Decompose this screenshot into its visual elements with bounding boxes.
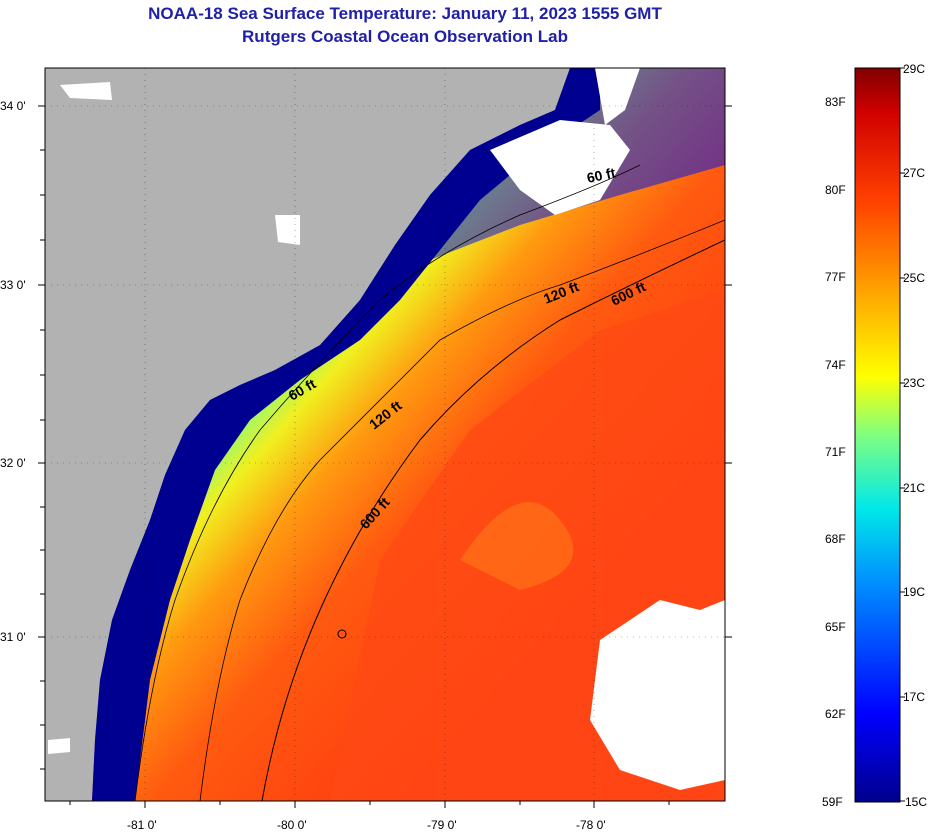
- colorbar-c-27: 27C: [903, 166, 925, 180]
- lon-label-79: -79 0': [427, 818, 457, 832]
- colorbar-c-29: 29C: [903, 62, 925, 76]
- map-subtitle: Rutgers Coastal Ocean Observation Lab: [242, 27, 568, 46]
- colorbar-f-71: 71F: [825, 445, 846, 459]
- contour-60ft: [134, 164, 641, 801]
- lon-label-80: -80 0': [277, 818, 307, 832]
- lat-label-34: 34 0': [0, 99, 26, 113]
- colorbar-c-23: 23C: [903, 376, 925, 390]
- colorbar-c-25: 25C: [903, 271, 925, 285]
- contour-120ft: [199, 219, 725, 801]
- cloud-fleck-1: [60, 82, 112, 100]
- lon-label-81: -81 0': [127, 818, 157, 832]
- station-marker: [337, 629, 347, 639]
- lon-label-78: -78 0': [576, 818, 606, 832]
- colorbar-f-68: 68F: [825, 532, 846, 546]
- contour-label-60ft-top: 60 ft: [585, 164, 617, 186]
- colorbar-ticks: [900, 67, 905, 802]
- lat-label-31: 31 0': [0, 630, 26, 644]
- lat-label-33: 33 0': [0, 278, 26, 292]
- colorbar-c-15: 15C: [905, 795, 927, 809]
- lat-label-32: 32 0': [0, 456, 26, 470]
- contour-600ft: [261, 239, 725, 801]
- colorbar-c-17: 17C: [903, 690, 925, 704]
- colorbar-f-59: 59F: [822, 795, 843, 809]
- cloud-patch-north: [490, 120, 630, 215]
- colorbar-c-19: 19C: [903, 585, 925, 599]
- graticule: [45, 68, 725, 801]
- cloud-patch-southeast: [590, 600, 725, 790]
- colorbar-c-21: 21C: [903, 481, 925, 495]
- colorbar-f-80: 80F: [825, 183, 846, 197]
- colorbar-f-77: 77F: [825, 270, 846, 284]
- cloud-patch-cape: [595, 68, 640, 125]
- map-ticks: [38, 105, 732, 808]
- colorbar-f-65: 65F: [825, 620, 846, 634]
- temperature-colorbar: [854, 67, 901, 803]
- map-frame: [44, 67, 726, 802]
- colorbar-f-62: 62F: [825, 707, 846, 721]
- warm-eddy: [460, 502, 574, 590]
- cloud-fleck-3: [48, 738, 70, 754]
- map-title: NOAA-18 Sea Surface Temperature: January…: [148, 4, 662, 23]
- colorbar-f-74: 74F: [825, 358, 846, 372]
- colorbar-f-83: 83F: [825, 95, 846, 109]
- cloud-fleck-2: [275, 215, 300, 245]
- land-coastline: [45, 68, 570, 801]
